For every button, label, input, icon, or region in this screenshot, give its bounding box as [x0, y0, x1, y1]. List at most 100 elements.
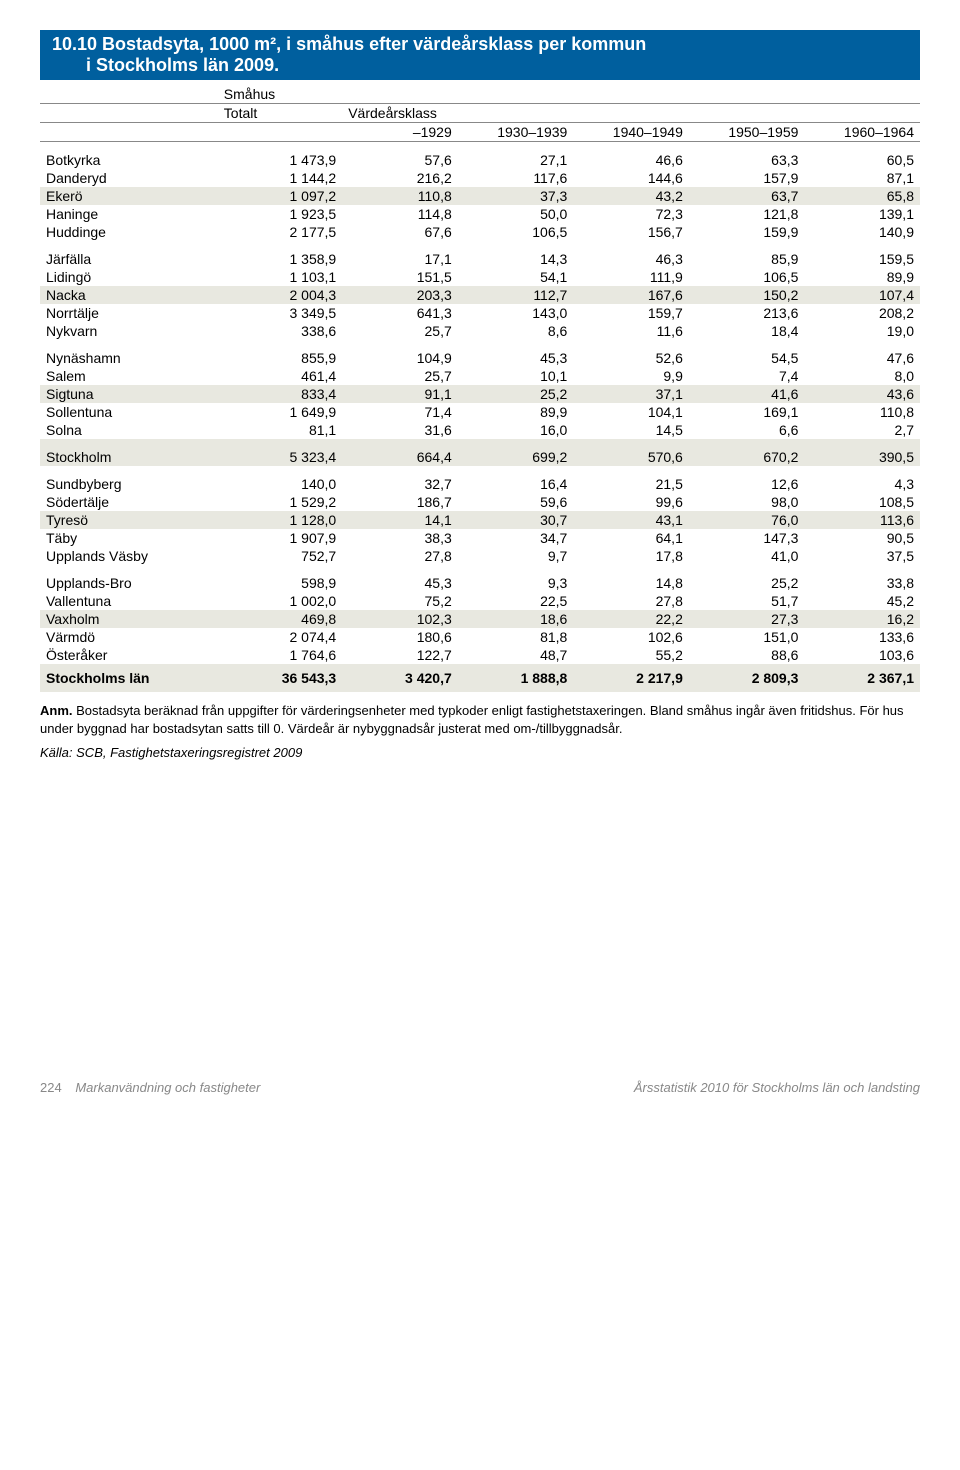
row-value: 21,5 — [573, 466, 689, 493]
note-anm: Anm. — [40, 703, 73, 718]
row-value: 25,2 — [458, 385, 574, 403]
row-value: 47,6 — [804, 340, 920, 367]
row-value: 25,7 — [342, 322, 458, 340]
row-value: 37,1 — [573, 385, 689, 403]
row-value: 89,9 — [804, 268, 920, 286]
table-row: Upplands-Bro598,945,39,314,825,233,8 — [40, 565, 920, 592]
row-value: 151,0 — [689, 628, 805, 646]
row-value: 43,1 — [573, 511, 689, 529]
row-label: Upplands-Bro — [40, 565, 218, 592]
row-value: 33,8 — [804, 565, 920, 592]
row-value: 18,4 — [689, 322, 805, 340]
row-value: 90,5 — [804, 529, 920, 547]
row-value: 1 358,9 — [218, 241, 342, 268]
row-value: 71,4 — [342, 403, 458, 421]
hdr-col-1960: 1960–1964 — [804, 123, 920, 142]
hdr-totalt: Totalt — [218, 104, 342, 123]
row-label: Stockholm — [40, 439, 218, 466]
row-label: Solna — [40, 421, 218, 439]
row-value: 112,7 — [458, 286, 574, 304]
row-value: 122,7 — [342, 646, 458, 664]
row-value: 45,3 — [342, 565, 458, 592]
data-table: Småhus Totalt Värdeårsklass –1929 1930–1… — [40, 80, 920, 692]
table-row: Nacka2 004,3203,3112,7167,6150,2107,4 — [40, 286, 920, 304]
table-row: Vallentuna1 002,075,222,527,851,745,2 — [40, 592, 920, 610]
page-footer: 224 Markanvändning och fastigheter Årsst… — [40, 1080, 920, 1095]
row-value: 10,1 — [458, 367, 574, 385]
row-label: Lidingö — [40, 268, 218, 286]
table-row: Södertälje1 529,2186,759,699,698,0108,5 — [40, 493, 920, 511]
table-row: Ekerö1 097,2110,837,343,263,765,8 — [40, 187, 920, 205]
row-value: 752,7 — [218, 547, 342, 565]
row-value: 150,2 — [689, 286, 805, 304]
row-value: 156,7 — [573, 223, 689, 241]
row-value: 19,0 — [804, 322, 920, 340]
row-value: 11,6 — [573, 322, 689, 340]
row-value: 133,6 — [804, 628, 920, 646]
row-label: Tyresö — [40, 511, 218, 529]
table-note: Anm. Bostadsyta beräknad från uppgifter … — [40, 702, 920, 737]
row-value: 30,7 — [458, 511, 574, 529]
row-value: 18,6 — [458, 610, 574, 628]
row-label: Täby — [40, 529, 218, 547]
row-value: 2 004,3 — [218, 286, 342, 304]
row-value: 27,8 — [573, 592, 689, 610]
table-row: Salem461,425,710,19,97,48,0 — [40, 367, 920, 385]
row-value: 46,3 — [573, 241, 689, 268]
row-value: 390,5 — [804, 439, 920, 466]
row-value: 121,8 — [689, 205, 805, 223]
table-row: Nynäshamn855,9104,945,352,654,547,6 — [40, 340, 920, 367]
row-value: 51,7 — [689, 592, 805, 610]
row-value: 7,4 — [689, 367, 805, 385]
row-value: 2 074,4 — [218, 628, 342, 646]
row-label: Huddinge — [40, 223, 218, 241]
row-value: 85,9 — [689, 241, 805, 268]
row-value: 22,5 — [458, 592, 574, 610]
row-value: 114,8 — [342, 205, 458, 223]
row-value: 8,6 — [458, 322, 574, 340]
table-row: Sollentuna1 649,971,489,9104,1169,1110,8 — [40, 403, 920, 421]
row-value: 186,7 — [342, 493, 458, 511]
row-value: 641,3 — [342, 304, 458, 322]
row-value: 104,9 — [342, 340, 458, 367]
row-value: 2,7 — [804, 421, 920, 439]
table-row: Sundbyberg140,032,716,421,512,64,3 — [40, 466, 920, 493]
row-value: 45,2 — [804, 592, 920, 610]
source-line: Källa: SCB, Fastighetstaxeringsregistret… — [40, 745, 920, 760]
row-value: 670,2 — [689, 439, 805, 466]
row-value: 699,2 — [458, 439, 574, 466]
row-value: 46,6 — [573, 142, 689, 170]
row-value: 106,5 — [689, 268, 805, 286]
table-row: Täby1 907,938,334,764,1147,390,5 — [40, 529, 920, 547]
row-value: 67,6 — [342, 223, 458, 241]
row-value: 570,6 — [573, 439, 689, 466]
row-value: 159,9 — [689, 223, 805, 241]
row-value: 52,6 — [573, 340, 689, 367]
table-row: Järfälla1 358,917,114,346,385,9159,5 — [40, 241, 920, 268]
row-value: 50,0 — [458, 205, 574, 223]
row-value: 98,0 — [689, 493, 805, 511]
row-label: Sigtuna — [40, 385, 218, 403]
row-value: 45,3 — [458, 340, 574, 367]
note-text: Bostadsyta beräknad från uppgifter för v… — [40, 703, 904, 736]
row-value: 140,9 — [804, 223, 920, 241]
row-label: Nynäshamn — [40, 340, 218, 367]
row-value: 117,6 — [458, 169, 574, 187]
total-row: Stockholms län36 543,33 420,71 888,82 21… — [40, 664, 920, 692]
row-value: 99,6 — [573, 493, 689, 511]
row-value: 4,3 — [804, 466, 920, 493]
row-value: 208,2 — [804, 304, 920, 322]
row-value: 1 002,0 — [218, 592, 342, 610]
row-label: Vallentuna — [40, 592, 218, 610]
row-label: Nykvarn — [40, 322, 218, 340]
row-value: 37,5 — [804, 547, 920, 565]
title-line-1: 10.10 Bostadsyta, 1000 m², i småhus efte… — [52, 34, 908, 55]
row-label: Södertälje — [40, 493, 218, 511]
table-row: Österåker1 764,6122,748,755,288,6103,6 — [40, 646, 920, 664]
row-value: 54,5 — [689, 340, 805, 367]
row-value: 41,6 — [689, 385, 805, 403]
table-row: Upplands Väsby752,727,89,717,841,037,5 — [40, 547, 920, 565]
row-value: 14,5 — [573, 421, 689, 439]
row-value: 57,6 — [342, 142, 458, 170]
row-value: 664,4 — [342, 439, 458, 466]
